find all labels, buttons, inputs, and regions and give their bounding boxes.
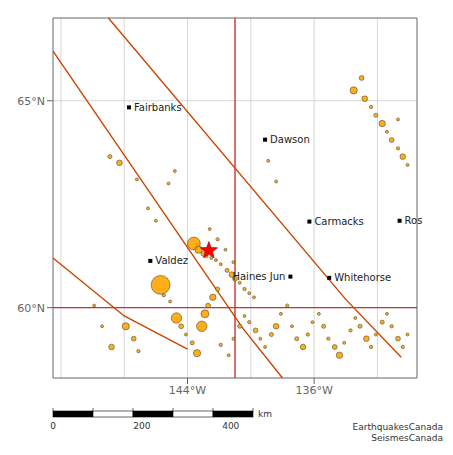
svg-text:km: km [258,409,272,419]
svg-text:200: 200 [133,421,150,431]
svg-text:144°W: 144°W [169,384,206,397]
svg-text:0: 0 [50,421,56,431]
svg-text:Carmacks: Carmacks [314,216,363,227]
svg-text:60°N: 60°N [17,302,45,315]
svg-text:EarthquakesCanada: EarthquakesCanada [353,422,443,432]
svg-text:136°W: 136°W [295,384,332,397]
svg-text:Valdez: Valdez [155,255,188,266]
svg-text:Whitehorse: Whitehorse [334,272,391,283]
svg-text:400: 400 [222,421,239,431]
svg-text:SeismesCanada: SeismesCanada [371,433,443,443]
svg-text:Dawson: Dawson [270,134,310,145]
svg-text:Ros: Ros [405,215,423,226]
svg-text:Haines Jun: Haines Jun [232,271,285,282]
svg-text:65°N: 65°N [17,95,45,108]
svg-text:Fairbanks: Fairbanks [134,102,182,113]
